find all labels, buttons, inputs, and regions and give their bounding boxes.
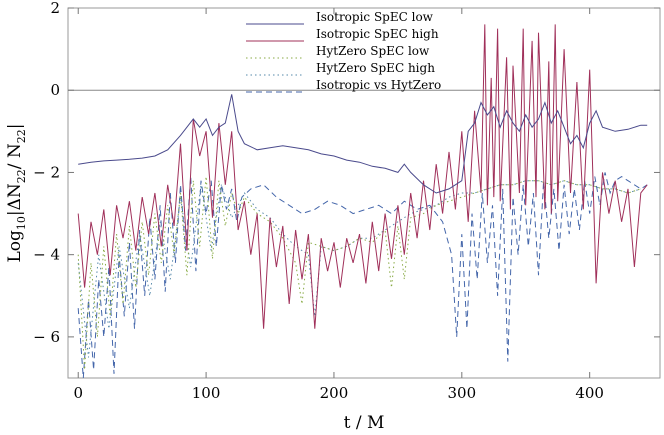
series-line-2 xyxy=(77,176,641,370)
y-tick-label: 2 xyxy=(50,0,60,17)
y-tick-label: − 4 xyxy=(33,246,60,264)
y-title-sub3: 22 xyxy=(15,129,28,143)
legend-label-4: Isotropic vs HytZero xyxy=(316,78,441,92)
legend: Isotropic SpEC low Isotropic SpEC high Hyt… xyxy=(246,10,441,93)
y-tick-label: − 6 xyxy=(33,328,60,346)
plot-frame xyxy=(67,7,661,379)
y-tick-label: 0 xyxy=(50,81,60,99)
series-layer xyxy=(77,24,648,379)
x-axis: 0 100 200 300 400 xyxy=(73,8,604,402)
y-title-mid: / N xyxy=(5,143,25,169)
svg-text:Log10|ΔN22/ N22|: Log10|ΔN22/ N22| xyxy=(5,123,28,262)
series-line-3 xyxy=(77,180,641,358)
x-tick-label: 400 xyxy=(575,384,604,402)
y-title-main: Log xyxy=(5,230,25,263)
y-title-sub: 10 xyxy=(15,216,28,230)
series-line-4 xyxy=(77,172,648,379)
series-line-1 xyxy=(77,24,648,329)
y-title-end: | xyxy=(5,123,25,129)
legend-label-1: Isotropic SpEC high xyxy=(316,27,439,41)
legend-label-3: HytZero SpEC high xyxy=(316,61,435,75)
y-title-rest: |ΔN xyxy=(5,183,25,216)
legend-label-0: Isotropic SpEC low xyxy=(316,10,434,24)
y-axis-title: Log10|ΔN22/ N22| xyxy=(5,123,28,262)
y-title-sub2: 22 xyxy=(15,169,28,183)
legend-label-2: HytZero SpEC low xyxy=(316,44,430,58)
y-tick-label: − 2 xyxy=(33,163,60,181)
x-tick-label: 300 xyxy=(447,384,476,402)
x-tick-label: 0 xyxy=(73,384,83,402)
y-axis: − 6 − 4 − 2 0 2 xyxy=(33,0,660,346)
series-line-0 xyxy=(78,94,648,194)
x-tick-label: 100 xyxy=(192,384,221,402)
x-axis-title: t / M xyxy=(344,413,385,433)
x-tick-label: 200 xyxy=(320,384,349,402)
